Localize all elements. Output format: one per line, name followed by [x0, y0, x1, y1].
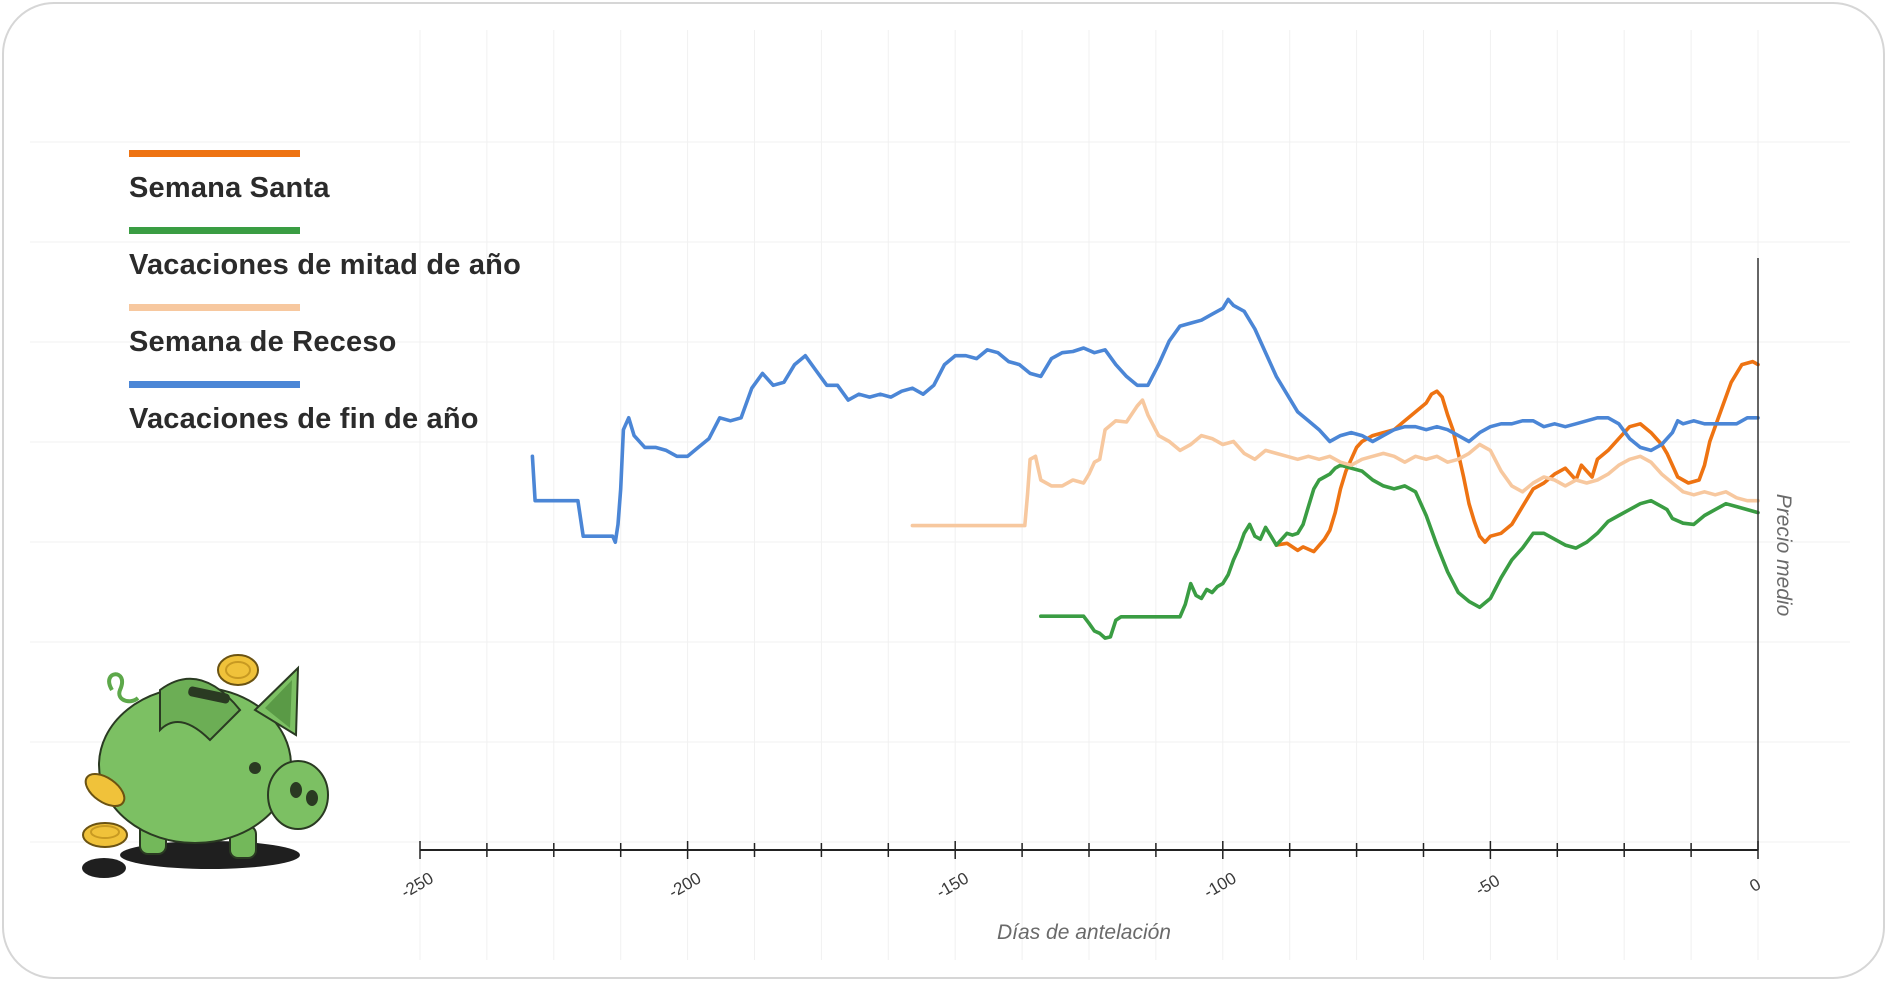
piggy-bank-icon [82, 654, 329, 878]
x-tick-label: 0 [1746, 875, 1764, 896]
legend-label: Semana Santa [129, 172, 330, 204]
legend-swatch [129, 304, 300, 311]
legend-label: Vacaciones de mitad de año [129, 249, 522, 281]
legend-swatch [129, 150, 300, 157]
axes: -250 -200 -150 -100 -50 0 [398, 258, 1764, 902]
series-line-semana-de-receso [910, 398, 1760, 528]
x-tick-label: -150 [933, 869, 972, 902]
x-tick-label: -200 [665, 869, 704, 902]
x-tick-label: -50 [1472, 871, 1503, 900]
legend-label: Vacaciones de fin de año [129, 403, 479, 435]
series-line-semana-santa [1274, 359, 1760, 554]
x-tick-label: -100 [1201, 869, 1240, 902]
x-tick-label: -250 [398, 869, 437, 902]
legend-label: Semana de Receso [129, 326, 397, 358]
series-line-vacaciones-de-mitad-de-ano [1039, 463, 1760, 640]
series-layer [530, 297, 1760, 640]
legend-swatch [129, 227, 300, 234]
grid [30, 30, 1850, 960]
series-line-vacaciones-de-fin-de-ano [530, 297, 1760, 544]
legend-swatch [129, 381, 300, 388]
y-axis-title: Precio medio [1772, 494, 1795, 617]
x-axis-title: Días de antelación [997, 921, 1171, 944]
